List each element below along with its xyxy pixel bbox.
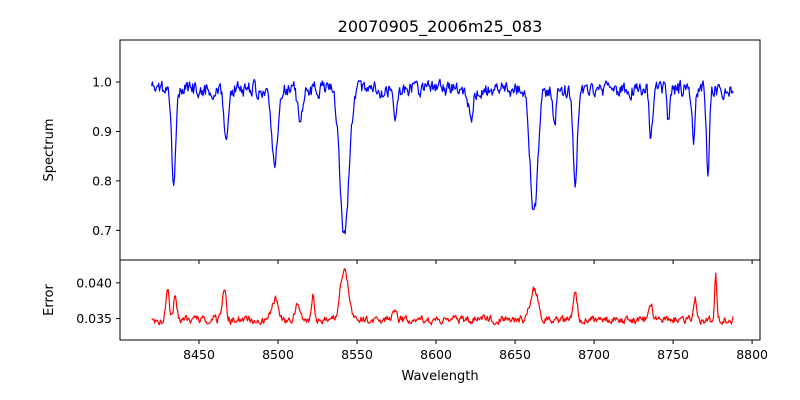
spectrum-ytick-label: 0.9 — [92, 124, 112, 139]
error-xtick-label: 8500 — [262, 347, 294, 362]
spectrum-panel: 0.7 0.8 0.9 1.0 Spectrum — [42, 39, 761, 264]
error-xtick-label: 8450 — [183, 347, 215, 362]
error-xtick-label: 8550 — [341, 347, 373, 362]
error-panel: 0.035 0.040 8450 8500 8550 8600 8650 8700 8750 88… — [42, 259, 768, 362]
error-line — [151, 268, 734, 326]
error-xtick-label: 8600 — [420, 347, 452, 362]
error-xtick-label: 8750 — [657, 347, 689, 362]
error-axes-frame — [119, 259, 761, 341]
error-ticks: 0.035 0.040 8450 8500 8550 8600 8650 8700 8750 88… — [76, 275, 768, 362]
chart-title: 20070905_2006m25_083 — [338, 17, 543, 37]
error-ylabel: Error — [42, 284, 57, 316]
error-ytick-label: 0.035 — [76, 311, 112, 326]
error-xtick-label: 8800 — [736, 347, 768, 362]
error-xtick-label: 8650 — [499, 347, 531, 362]
error-xtick-label: 8700 — [578, 347, 610, 362]
chart-xlabel: Wavelength — [401, 369, 478, 384]
spectrum-ticks: 0.7 0.8 0.9 1.0 — [92, 75, 753, 264]
spectrum-ytick-label: 1.0 — [92, 75, 112, 90]
spectrum-ylabel: Spectrum — [42, 119, 57, 182]
spectrum-line — [151, 78, 734, 235]
error-ytick-label: 0.040 — [76, 275, 112, 290]
spectrum-ytick-label: 0.8 — [92, 173, 112, 188]
spectrum-ytick-label: 0.7 — [92, 223, 112, 238]
